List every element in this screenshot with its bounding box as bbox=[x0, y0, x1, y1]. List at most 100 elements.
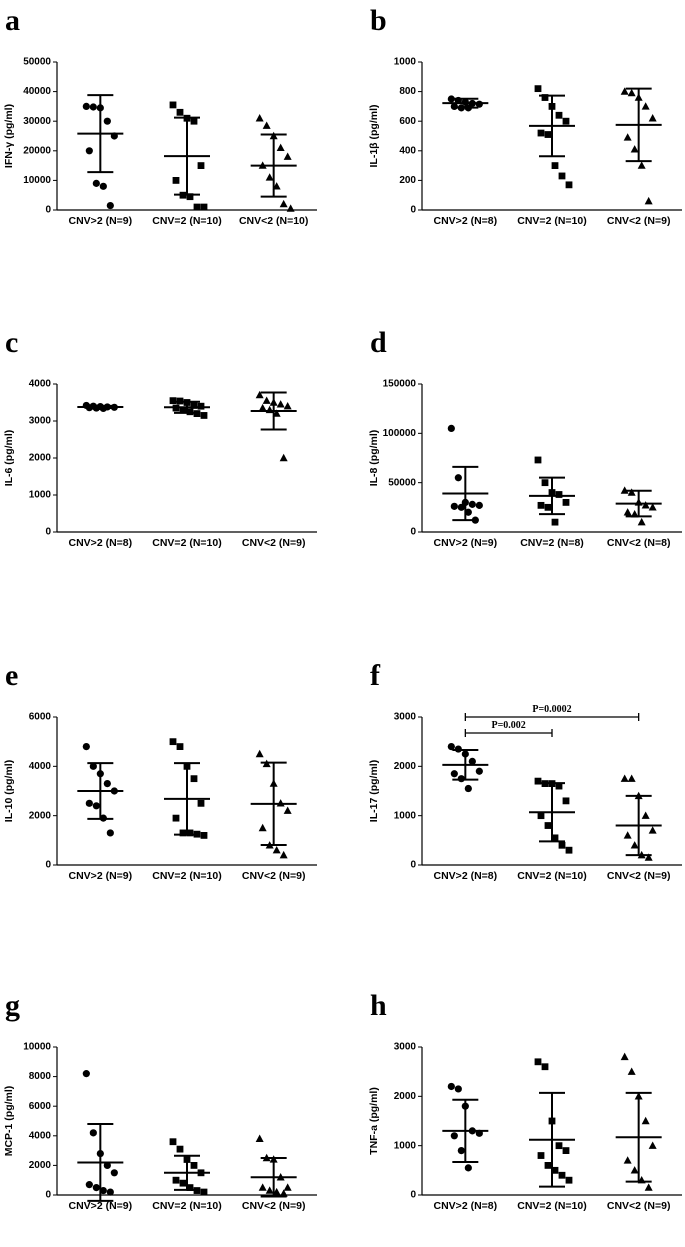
panel: b IL-1β (pg/ml) 0 200 400 600 800 1000 CNV>2 (N=… bbox=[368, 4, 682, 227]
data-point bbox=[89, 762, 97, 770]
data-point bbox=[544, 131, 552, 138]
y-tick-label: 10000 bbox=[23, 175, 51, 186]
data-point bbox=[272, 846, 281, 854]
data-point bbox=[447, 743, 455, 751]
y-tick-label: 3000 bbox=[394, 1042, 417, 1053]
data-point bbox=[92, 1184, 100, 1192]
data-point bbox=[641, 102, 650, 110]
x-tick-label: CNV=2 (N=10) bbox=[517, 215, 586, 227]
data-point bbox=[537, 1152, 545, 1159]
data-point bbox=[279, 199, 288, 208]
x-tick-label: CNV=2 (N=10) bbox=[517, 870, 586, 882]
y-tick-label: 50000 bbox=[23, 57, 51, 68]
data-point bbox=[169, 101, 177, 109]
y-tick-label: 2000 bbox=[394, 1091, 417, 1102]
data-point bbox=[169, 1138, 177, 1146]
y-tick-label: 1000 bbox=[394, 1140, 417, 1151]
y-axis-label: IL-1β (pg/ml) bbox=[368, 105, 380, 168]
data-point bbox=[562, 499, 570, 506]
data-point bbox=[468, 500, 476, 508]
data-point bbox=[457, 503, 465, 511]
data-point bbox=[457, 1147, 465, 1155]
panel-letter: e bbox=[5, 659, 18, 692]
x-tick-label: CNV<2 (N=8) bbox=[607, 537, 671, 549]
x-tick-label: CNV=2 (N=10) bbox=[517, 1200, 586, 1212]
data-point bbox=[262, 396, 271, 404]
y-tick-label: 2000 bbox=[394, 761, 417, 772]
x-tick-label: CNV>2 (N=8) bbox=[69, 537, 133, 549]
data-point bbox=[648, 826, 657, 834]
data-point bbox=[85, 799, 93, 807]
x-tick-label: CNV=2 (N=10) bbox=[152, 1200, 221, 1212]
data-point bbox=[627, 774, 636, 782]
data-point bbox=[623, 133, 632, 141]
y-tick-label: 4000 bbox=[29, 761, 52, 772]
data-point bbox=[544, 503, 552, 511]
data-point bbox=[200, 832, 208, 839]
data-point bbox=[558, 841, 566, 849]
data-point bbox=[637, 517, 646, 526]
x-tick-label: CNV=2 (N=8) bbox=[520, 537, 584, 549]
data-point bbox=[555, 111, 563, 119]
y-tick-label: 8000 bbox=[29, 1071, 52, 1082]
x-tick-label: CNV<2 (N=9) bbox=[607, 870, 671, 882]
y-tick-label: 2000 bbox=[29, 453, 52, 464]
x-tick-label: CNV>2 (N=9) bbox=[434, 537, 498, 549]
y-tick-label: 3000 bbox=[29, 416, 52, 427]
x-tick-label: CNV<2 (N=9) bbox=[607, 215, 671, 227]
data-point bbox=[106, 201, 114, 210]
data-point bbox=[190, 402, 198, 409]
panel: h TNF-a (pg/ml) 0 1000 2000 3000 CNV>2 (N=8) CN… bbox=[368, 989, 682, 1212]
data-point bbox=[644, 853, 653, 861]
data-point bbox=[193, 203, 201, 211]
data-point bbox=[197, 162, 205, 169]
data-point bbox=[641, 811, 650, 819]
y-tick-label: 0 bbox=[410, 205, 416, 216]
data-point bbox=[620, 87, 629, 95]
y-tick-label: 600 bbox=[399, 116, 416, 127]
y-tick-label: 1000 bbox=[394, 810, 417, 821]
data-point bbox=[541, 479, 549, 487]
data-point bbox=[103, 1161, 111, 1169]
data-point bbox=[620, 486, 629, 494]
data-point bbox=[283, 402, 292, 410]
data-point bbox=[103, 780, 111, 788]
y-tick-label: 6000 bbox=[29, 1101, 52, 1112]
data-point bbox=[555, 491, 563, 498]
data-point bbox=[464, 508, 472, 516]
y-axis-label: IL-8 (pg/ml) bbox=[368, 430, 380, 487]
panel-letter: g bbox=[5, 989, 20, 1022]
y-axis-label: TNF-a (pg/ml) bbox=[368, 1087, 380, 1155]
data-point bbox=[186, 829, 194, 837]
y-axis-label: IFN-γ (pg/ml) bbox=[3, 104, 15, 168]
y-tick-label: 4000 bbox=[29, 1130, 52, 1141]
data-point bbox=[623, 508, 632, 516]
data-point bbox=[537, 812, 545, 820]
data-point bbox=[255, 390, 264, 399]
data-point bbox=[562, 117, 570, 125]
data-point bbox=[450, 770, 458, 778]
data-point bbox=[551, 834, 559, 842]
data-point bbox=[544, 822, 552, 829]
y-tick-label: 150000 bbox=[383, 379, 417, 390]
data-point bbox=[644, 196, 653, 205]
data-point bbox=[627, 88, 636, 97]
data-point bbox=[179, 829, 187, 837]
data-point bbox=[447, 95, 455, 103]
data-point bbox=[627, 488, 636, 496]
data-point bbox=[255, 114, 264, 122]
x-tick-label: CNV<2 (N=10) bbox=[239, 215, 308, 227]
x-tick-label: CNV<2 (N=9) bbox=[242, 870, 306, 882]
data-point bbox=[283, 152, 292, 160]
data-point bbox=[169, 738, 177, 746]
y-tick-label: 40000 bbox=[23, 86, 51, 97]
y-tick-label: 2000 bbox=[29, 810, 52, 821]
data-point bbox=[555, 782, 563, 790]
y-tick-label: 2000 bbox=[29, 1160, 52, 1171]
x-tick-label: CNV<2 (N=9) bbox=[242, 537, 306, 549]
data-point bbox=[641, 1116, 650, 1125]
data-point bbox=[103, 117, 111, 125]
data-point bbox=[644, 1183, 653, 1191]
data-point bbox=[265, 173, 274, 181]
data-point bbox=[620, 1052, 629, 1061]
